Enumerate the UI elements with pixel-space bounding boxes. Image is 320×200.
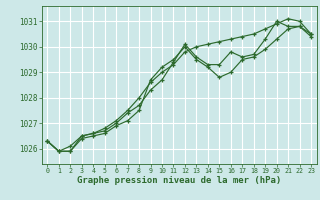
X-axis label: Graphe pression niveau de la mer (hPa): Graphe pression niveau de la mer (hPa)	[77, 176, 281, 185]
